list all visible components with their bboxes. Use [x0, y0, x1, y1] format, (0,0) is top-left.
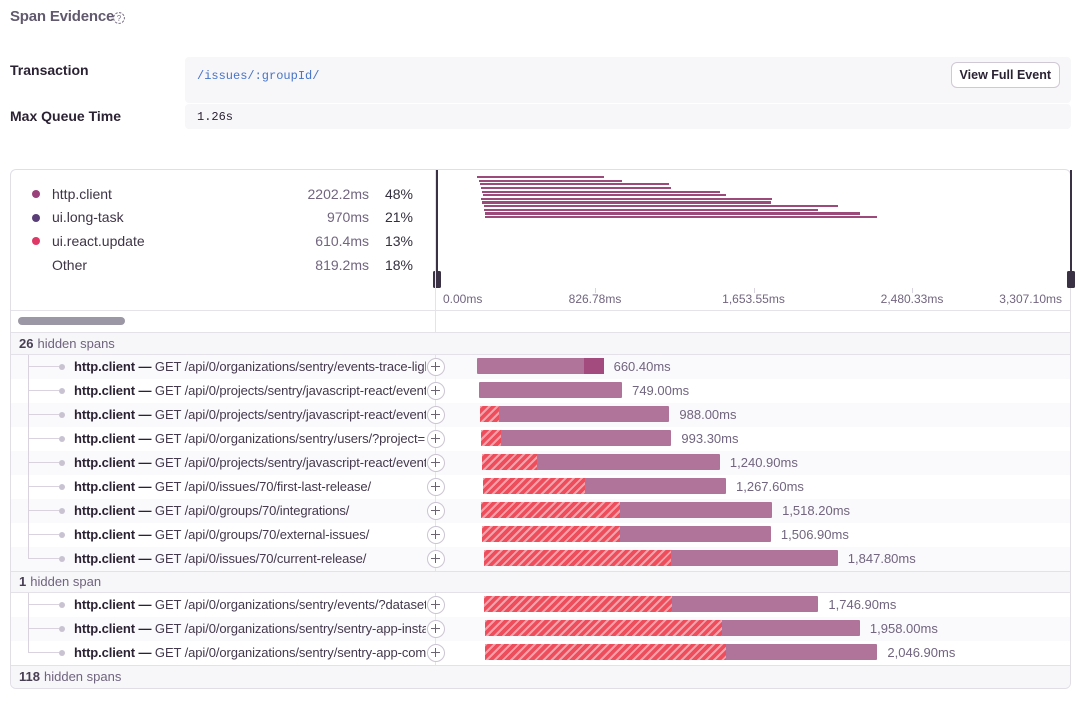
svg-text:?: ? [117, 13, 122, 22]
